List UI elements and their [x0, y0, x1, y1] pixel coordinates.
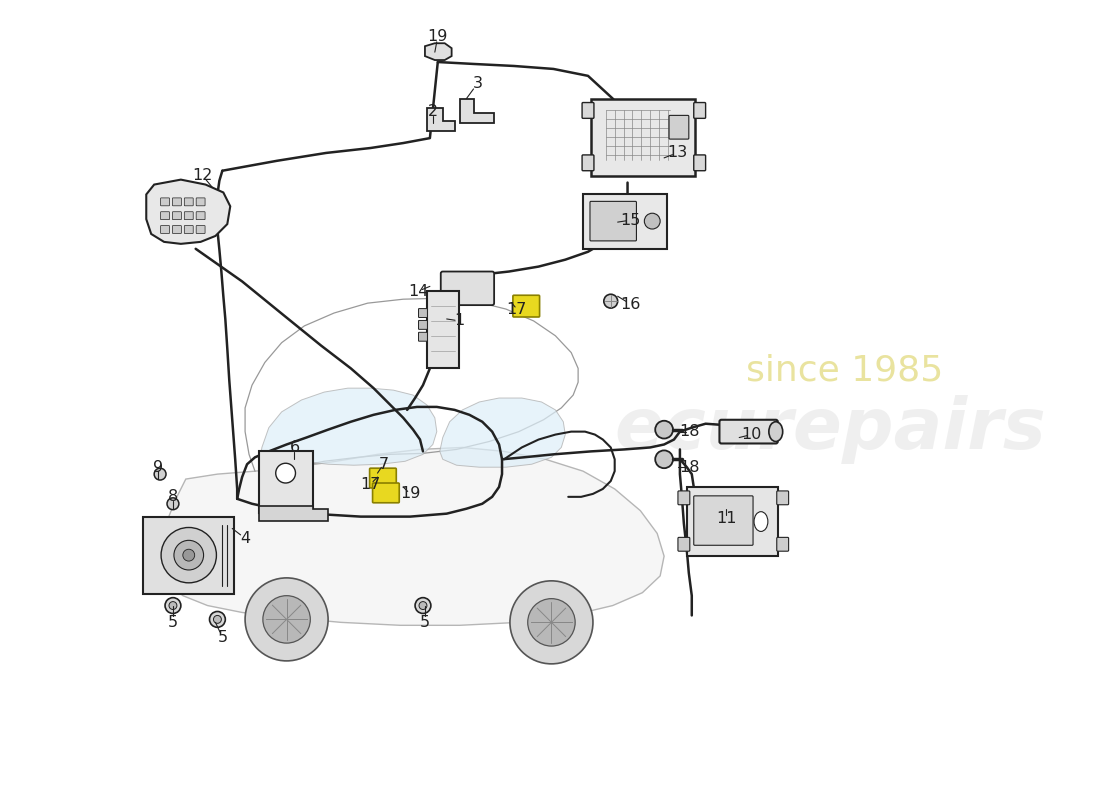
FancyBboxPatch shape — [777, 491, 789, 505]
Text: 9: 9 — [153, 460, 163, 474]
FancyBboxPatch shape — [719, 420, 778, 443]
FancyBboxPatch shape — [591, 98, 695, 176]
Polygon shape — [146, 180, 230, 244]
FancyBboxPatch shape — [427, 291, 459, 368]
FancyBboxPatch shape — [418, 321, 428, 330]
Text: 17: 17 — [361, 477, 381, 491]
FancyBboxPatch shape — [582, 102, 594, 118]
FancyBboxPatch shape — [143, 517, 234, 594]
Polygon shape — [258, 506, 328, 521]
Circle shape — [165, 598, 180, 614]
Circle shape — [174, 540, 204, 570]
FancyBboxPatch shape — [196, 226, 205, 234]
FancyBboxPatch shape — [583, 194, 667, 249]
Text: 6: 6 — [289, 440, 299, 455]
Circle shape — [276, 463, 296, 483]
Text: 12: 12 — [192, 168, 212, 183]
FancyBboxPatch shape — [418, 332, 428, 341]
FancyBboxPatch shape — [694, 496, 754, 546]
Ellipse shape — [754, 512, 768, 531]
FancyBboxPatch shape — [373, 483, 399, 502]
FancyBboxPatch shape — [185, 212, 194, 220]
FancyBboxPatch shape — [694, 155, 705, 170]
Circle shape — [510, 581, 593, 664]
Polygon shape — [258, 388, 437, 467]
Polygon shape — [460, 98, 494, 123]
Circle shape — [245, 578, 328, 661]
Text: 17: 17 — [507, 302, 527, 317]
Text: 1: 1 — [454, 314, 464, 329]
Polygon shape — [440, 398, 565, 467]
Polygon shape — [427, 109, 454, 131]
Text: 14: 14 — [408, 284, 428, 298]
Circle shape — [645, 214, 660, 229]
Text: ecurepairs: ecurepairs — [614, 395, 1046, 464]
Circle shape — [263, 596, 310, 643]
FancyBboxPatch shape — [370, 468, 396, 488]
Text: 5: 5 — [218, 630, 228, 645]
FancyBboxPatch shape — [258, 451, 314, 513]
Circle shape — [528, 598, 575, 646]
Circle shape — [209, 611, 226, 627]
FancyBboxPatch shape — [161, 226, 169, 234]
FancyBboxPatch shape — [686, 487, 778, 556]
FancyBboxPatch shape — [161, 212, 169, 220]
Circle shape — [213, 615, 221, 623]
Text: 19: 19 — [428, 29, 448, 44]
Text: 7: 7 — [378, 457, 388, 472]
Text: 13: 13 — [667, 146, 688, 161]
Circle shape — [183, 550, 195, 561]
Circle shape — [154, 468, 166, 480]
Text: 8: 8 — [168, 490, 178, 504]
Ellipse shape — [769, 422, 783, 442]
FancyBboxPatch shape — [678, 538, 690, 551]
FancyBboxPatch shape — [196, 198, 205, 206]
FancyBboxPatch shape — [694, 102, 705, 118]
FancyBboxPatch shape — [669, 115, 689, 139]
Text: 16: 16 — [620, 297, 640, 312]
FancyBboxPatch shape — [185, 226, 194, 234]
FancyBboxPatch shape — [678, 491, 690, 505]
Circle shape — [161, 527, 217, 583]
Circle shape — [167, 498, 179, 510]
Polygon shape — [161, 447, 664, 626]
Text: 5: 5 — [420, 615, 430, 630]
Text: 5: 5 — [168, 615, 178, 630]
Circle shape — [656, 421, 673, 438]
Text: 19: 19 — [400, 486, 420, 502]
FancyBboxPatch shape — [196, 212, 205, 220]
Circle shape — [419, 602, 427, 610]
Text: since 1985: since 1985 — [746, 354, 944, 387]
FancyBboxPatch shape — [161, 198, 169, 206]
FancyBboxPatch shape — [173, 226, 182, 234]
FancyBboxPatch shape — [590, 202, 637, 241]
FancyBboxPatch shape — [513, 295, 540, 317]
Polygon shape — [425, 43, 452, 60]
Text: 15: 15 — [620, 213, 640, 228]
FancyBboxPatch shape — [418, 309, 428, 318]
FancyBboxPatch shape — [173, 212, 182, 220]
FancyBboxPatch shape — [777, 538, 789, 551]
Text: 11: 11 — [716, 511, 737, 526]
Text: 18: 18 — [680, 424, 700, 439]
Text: 10: 10 — [741, 427, 761, 442]
Circle shape — [415, 598, 431, 614]
Text: 2: 2 — [428, 104, 438, 119]
FancyBboxPatch shape — [185, 198, 194, 206]
Circle shape — [656, 450, 673, 468]
Text: 4: 4 — [240, 531, 250, 546]
Circle shape — [169, 602, 177, 610]
Text: 18: 18 — [680, 460, 700, 474]
FancyBboxPatch shape — [173, 198, 182, 206]
FancyBboxPatch shape — [441, 271, 494, 305]
Circle shape — [604, 294, 618, 308]
FancyBboxPatch shape — [582, 155, 594, 170]
Text: 3: 3 — [472, 76, 482, 91]
